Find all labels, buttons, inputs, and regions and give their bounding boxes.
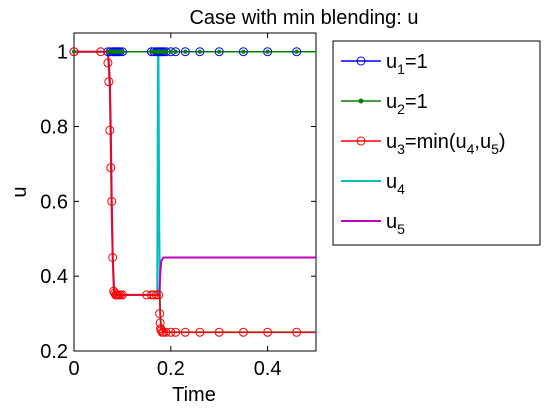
series-line-u3	[74, 50, 316, 334]
data-point-u3	[195, 327, 205, 337]
legend-label: u5	[386, 211, 405, 237]
data-point-u2	[183, 49, 188, 54]
y-axis-label: u	[9, 186, 31, 197]
data-point-u3	[159, 327, 169, 337]
data-point-u2	[71, 49, 77, 54]
legend-label-subscript: 3	[397, 141, 405, 157]
legend-label-text: =1	[405, 51, 428, 73]
data-point-u2	[168, 49, 173, 54]
data-point-u3	[96, 47, 106, 57]
data-point-u3	[108, 252, 118, 262]
legend-label-subscript: 5	[491, 141, 499, 157]
legend-label-text: ,u	[474, 131, 491, 153]
plot-area: 0 0.2 0.40.20.40.60.81	[40, 32, 317, 380]
data-point-u3	[69, 47, 79, 57]
data-point-u3	[161, 327, 171, 337]
chart-title: Case with min blending: u	[189, 7, 418, 29]
data-point-u2	[241, 49, 246, 54]
legend-label: u3=min(u4,u5)	[386, 131, 506, 157]
data-point-u3	[146, 290, 156, 300]
data-point-u2	[163, 49, 169, 54]
data-point-u3	[154, 290, 164, 300]
y-tick-label: 1	[57, 42, 68, 64]
data-point-u3	[155, 309, 165, 319]
data-point-u3	[107, 196, 117, 206]
data-point-u2	[173, 49, 178, 54]
legend-label-text: u	[386, 211, 397, 233]
legend-label-text: =1	[405, 91, 428, 113]
x-tick-label: 0	[68, 358, 79, 380]
y-tick-label: 0.8	[40, 117, 68, 139]
x-axis-label: Time	[172, 384, 216, 406]
data-point-u1	[214, 47, 224, 57]
data-point-u3	[214, 327, 224, 337]
legend-label: u1=1	[386, 51, 428, 77]
data-point-u2	[120, 49, 125, 54]
data-point-u3	[156, 325, 166, 335]
x-tick-label: 0.4	[254, 358, 282, 380]
legend-label-text: )	[499, 131, 506, 153]
series-markers	[69, 47, 302, 337]
legend-label-subscript: 1	[397, 61, 405, 77]
legend-label: u2=1	[386, 91, 428, 117]
data-point-u3	[166, 327, 176, 337]
data-point-u3	[142, 290, 152, 300]
data-point-u1	[180, 47, 190, 57]
y-tick-label: 0.6	[40, 191, 68, 213]
legend-label-subscript: 2	[397, 101, 405, 117]
legend-marker-u3	[356, 136, 366, 146]
legend-label-subscript: 4	[467, 141, 475, 157]
data-point-u1	[263, 47, 273, 57]
data-point-u3	[292, 327, 302, 337]
y-tick-label: 0.4	[40, 266, 68, 288]
data-point-u3	[103, 58, 113, 68]
legend-label-text: =min(u	[405, 131, 467, 153]
data-point-u3	[180, 327, 190, 337]
data-point-u2	[265, 49, 270, 54]
legend-label: u4	[386, 171, 405, 197]
legend-label-text: u	[386, 51, 397, 73]
legend-box	[332, 40, 541, 246]
data-point-u1	[292, 47, 302, 57]
legend-label-subscript: 4	[397, 181, 405, 197]
data-point-u3	[105, 125, 115, 135]
legend-label-text: u	[386, 91, 397, 113]
data-point-u3	[263, 327, 273, 337]
data-point-u1	[195, 47, 205, 57]
legend-label-text: u	[386, 171, 397, 193]
data-point-u2	[217, 49, 222, 54]
data-point-u2	[294, 49, 299, 54]
data-point-u2	[197, 49, 202, 54]
legend-label-subscript: 5	[397, 221, 405, 237]
data-point-u3	[106, 163, 116, 173]
data-point-u3	[104, 77, 114, 87]
data-point-u3	[117, 290, 127, 300]
data-point-u3	[238, 327, 248, 337]
data-point-u3	[171, 327, 181, 337]
legend-marker-u2	[358, 98, 364, 104]
data-point-u3	[151, 290, 161, 300]
legend-label-text: u	[386, 131, 397, 153]
data-point-u3	[149, 290, 159, 300]
data-point-u1	[238, 47, 248, 57]
y-tick-label: 0.2	[40, 341, 68, 363]
legend-marker-u1	[356, 56, 366, 66]
x-tick-label: 0.2	[157, 358, 185, 380]
